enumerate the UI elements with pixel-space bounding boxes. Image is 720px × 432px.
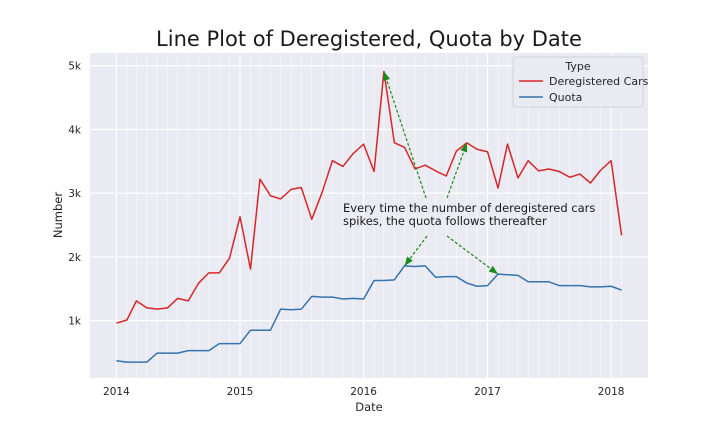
y-tick-label: 3k bbox=[68, 188, 82, 200]
y-axis-label: Number bbox=[51, 192, 65, 238]
annotation-line-1: Every time the number of deregistered ca… bbox=[343, 201, 595, 215]
y-tick-label: 4k bbox=[68, 124, 82, 136]
annotation-arrow-head bbox=[460, 142, 468, 153]
series-layer bbox=[116, 70, 623, 363]
legend-box bbox=[512, 56, 644, 108]
annotation-arrows bbox=[383, 71, 499, 275]
x-tick-label: 2014 bbox=[103, 386, 130, 398]
chart-title: Line Plot of Deregistered, Quota by Date bbox=[156, 27, 582, 51]
x-tick-labels: 2014 2015 2016 2017 2018 bbox=[103, 386, 624, 398]
x-tick-label: 2015 bbox=[227, 386, 254, 398]
annotation-arrow-head bbox=[404, 256, 413, 266]
legend-label-quota: Quota bbox=[549, 91, 582, 104]
y-tick-label: 1k bbox=[68, 316, 82, 328]
annotation-arrow-shaft bbox=[446, 235, 499, 275]
series-line-deregistered-cars bbox=[116, 70, 623, 324]
annotation-arrow-head bbox=[488, 265, 499, 275]
y-tick-labels: 1k 2k 3k 4k 5k bbox=[68, 61, 82, 328]
x-tick-label: 2016 bbox=[350, 386, 377, 398]
y-tick-label: 2k bbox=[68, 252, 82, 264]
legend: Type Deregistered Cars Quota bbox=[512, 56, 649, 108]
annotation-arrow-shaft bbox=[383, 71, 427, 199]
annotation-arrow-head bbox=[383, 71, 391, 82]
annotation: Every time the number of deregistered ca… bbox=[343, 201, 595, 228]
x-tick-label: 2017 bbox=[474, 386, 501, 398]
x-axis-label: Date bbox=[355, 400, 383, 414]
series-line-quota bbox=[116, 265, 622, 363]
annotation-line-2: spikes, the quota follows thereafter bbox=[343, 214, 547, 228]
y-tick-label: 5k bbox=[68, 61, 82, 73]
x-tick-label: 2018 bbox=[598, 386, 625, 398]
legend-label-deregistered-cars: Deregistered Cars bbox=[549, 75, 649, 88]
legend-title: Type bbox=[564, 60, 590, 73]
